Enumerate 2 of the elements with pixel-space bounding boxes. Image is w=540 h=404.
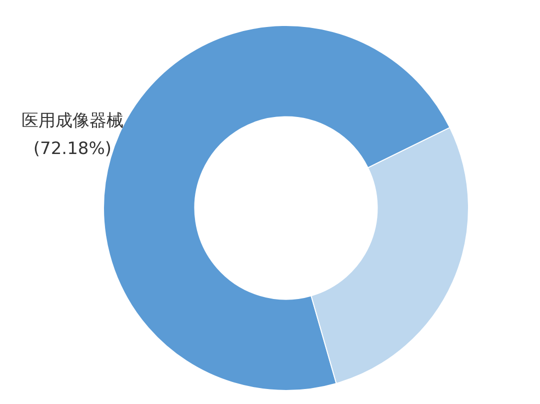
slice-label: 医用成像器械	[21, 111, 124, 132]
data-label: (72.18%)	[33, 139, 112, 160]
